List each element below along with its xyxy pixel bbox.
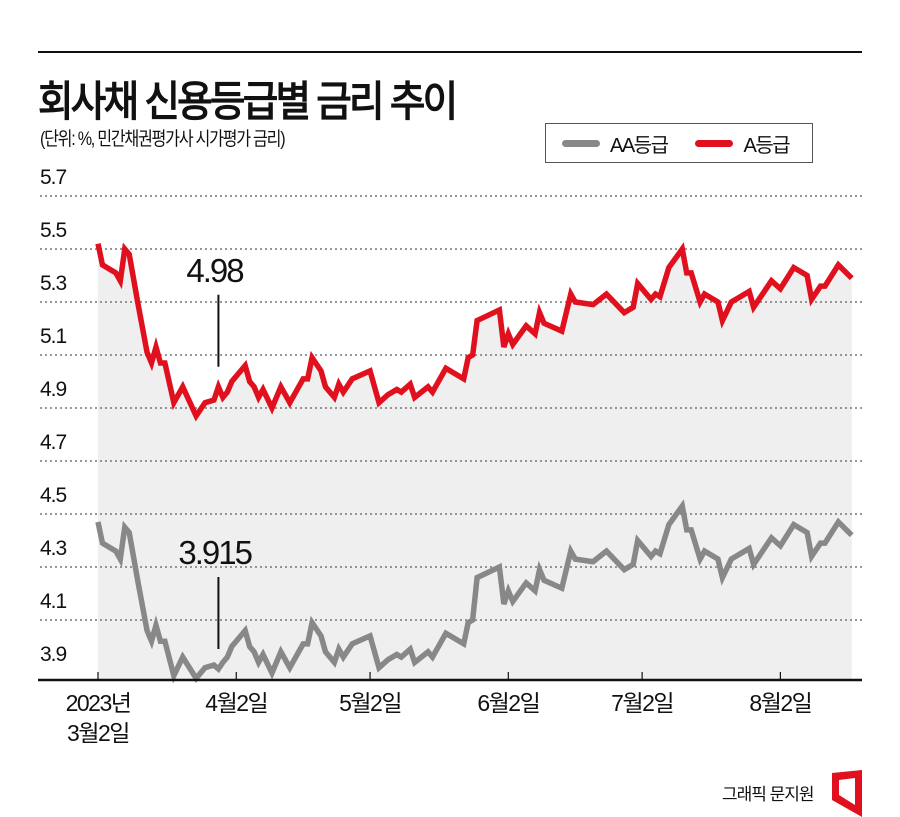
legend: AA등급 A등급 — [545, 123, 813, 163]
x-tick-label: 5월2일 — [310, 688, 430, 718]
credit-text: 그래픽 문지원 — [722, 785, 815, 804]
chart-subtitle: (단위: %, 민간채권평가사 시가평가 금리) — [40, 129, 286, 150]
legend-label-a: A등급 — [743, 134, 790, 157]
y-tick-label: 4.9 — [40, 378, 67, 401]
y-tick-label: 5.1 — [40, 325, 67, 348]
annotation-label: 4.98 — [186, 251, 244, 289]
x-tick-label: 7월2일 — [582, 688, 702, 718]
logo-icon — [832, 770, 862, 817]
series-line-a — [95, 242, 854, 422]
x-tick-label-line: 7월2일 — [611, 690, 674, 716]
x-tick-label-line: 6월2일 — [477, 690, 540, 716]
y-tick-label: 5.7 — [40, 166, 67, 189]
chart-title: 회사채 신용등급별 금리 추이 — [38, 78, 458, 125]
area-fill — [98, 243, 852, 680]
y-tick-label: 4.1 — [40, 590, 67, 613]
y-tick-label: 5.5 — [40, 219, 67, 242]
top-rule — [38, 51, 862, 53]
y-tick-label: 4.5 — [40, 484, 67, 507]
x-tick-label: 2023년 3월2일 — [38, 688, 158, 748]
legend-item-a: A등급 — [695, 129, 791, 158]
annotation-label: 3.915 — [178, 534, 253, 572]
y-tick-label: 5.3 — [40, 272, 67, 295]
x-tick-label: 6월2일 — [448, 688, 568, 718]
x-tick-label-line: 4월2일 — [205, 690, 268, 716]
x-tick-label-line: 8월2일 — [749, 690, 812, 716]
x-tick-label-line: 3월2일 — [67, 720, 130, 746]
y-tick-label: 4.7 — [40, 431, 67, 454]
x-tick-label: 4월2일 — [176, 688, 296, 718]
legend-swatch-aa — [562, 139, 600, 147]
y-tick-label: 4.3 — [40, 537, 67, 560]
series-line-aa — [95, 499, 854, 684]
x-tick-label: 8월2일 — [720, 688, 840, 718]
legend-item-aa: AA등급 — [562, 129, 669, 158]
x-tick-label-line: 5월2일 — [339, 690, 402, 716]
legend-swatch-a — [695, 139, 734, 147]
x-tick-label-line: 2023년 — [65, 690, 132, 716]
y-tick-label: 3.9 — [40, 643, 67, 666]
legend-label-aa: AA등급 — [610, 134, 669, 157]
